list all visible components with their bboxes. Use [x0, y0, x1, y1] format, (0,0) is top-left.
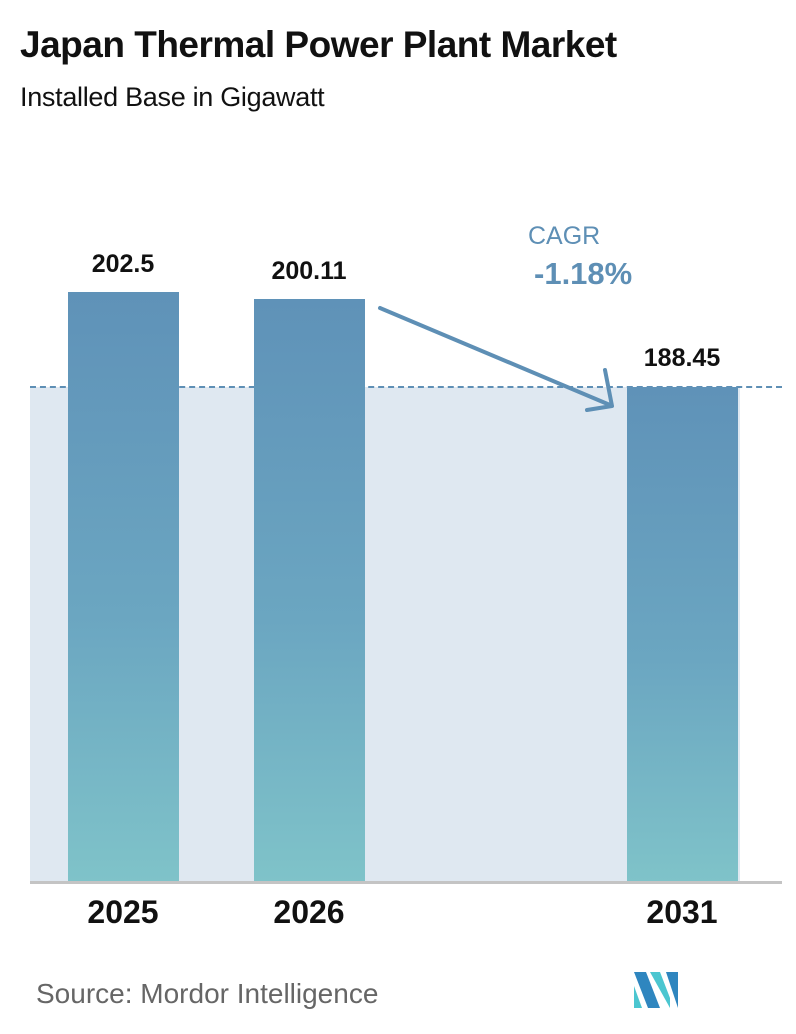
- x-axis: [30, 881, 782, 884]
- x-label-2031: 2031: [646, 894, 718, 930]
- bar-value-2026: 200.11: [271, 257, 347, 285]
- bar-2026: [254, 299, 365, 882]
- source-text: Source: Mordor Intelligence: [36, 978, 379, 1009]
- bar-2025: [68, 292, 179, 882]
- reference-dashed-line: [30, 386, 782, 388]
- bar-value-2031: 188.45: [643, 344, 721, 372]
- bar-2031: [627, 387, 738, 882]
- bar-value-2025: 202.5: [91, 250, 155, 278]
- x-label-2025: 2025: [87, 894, 159, 930]
- chart-title: Japan Thermal Power Plant Market: [20, 24, 617, 65]
- chart-subtitle: Installed Base in Gigawatt: [20, 82, 325, 112]
- x-label-2026: 2026: [273, 894, 345, 930]
- mordor-intelligence-logo-icon: [634, 972, 678, 1008]
- cagr-value: -1.18%: [534, 256, 633, 291]
- cagr-label: CAGR: [528, 222, 601, 250]
